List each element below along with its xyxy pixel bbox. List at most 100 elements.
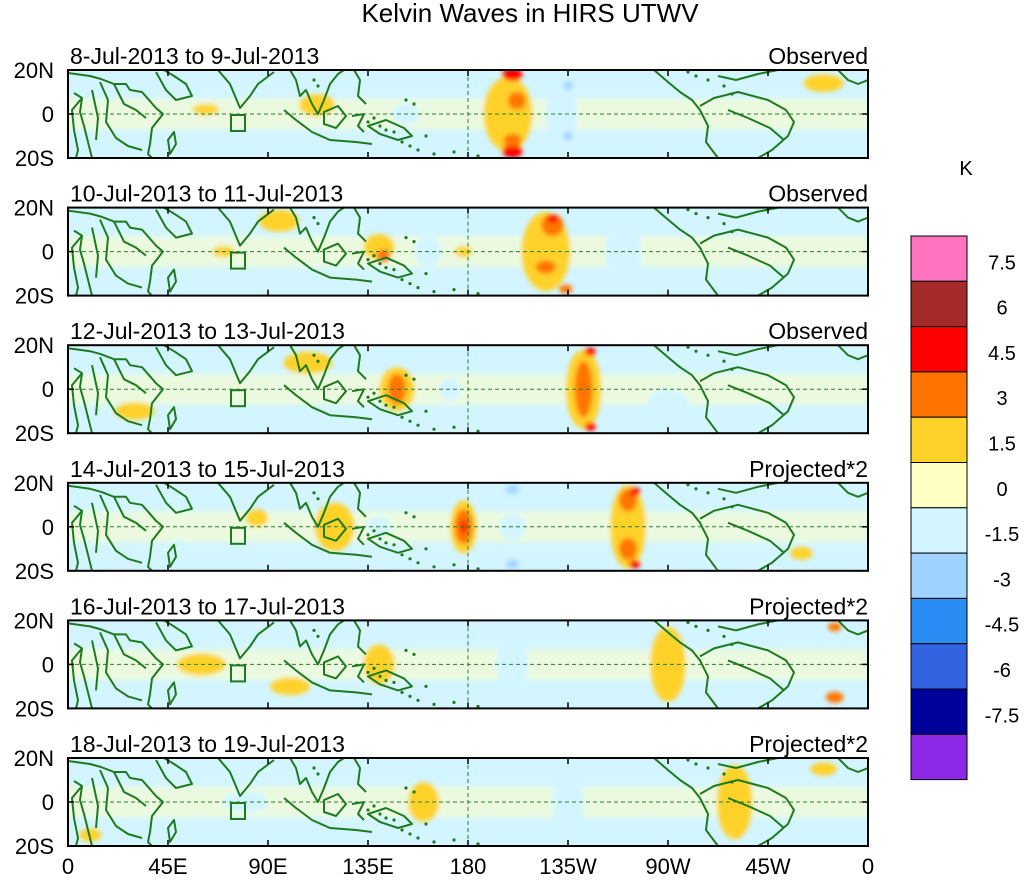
anomaly-blob <box>508 92 526 110</box>
y-tick-label: 20N <box>14 471 54 496</box>
panel-2: 20N 0 20S 10-Jul-2013 to 11-Jul-2013 Observe… <box>14 181 869 309</box>
colorbar-level: -6 <box>993 660 1011 682</box>
anomaly-blob <box>563 131 573 141</box>
y-tick-label: 0 <box>42 652 54 677</box>
x-tick-label: 135W <box>539 854 597 879</box>
colorbar-swatch <box>910 235 968 282</box>
panel-4: 20N 0 20S 14-Jul-2013 to 15-Jul-2013 Project… <box>14 456 869 584</box>
colorbar-boxes <box>910 235 968 781</box>
y-tick-label: 20N <box>14 746 54 771</box>
colorbar-level: 6 <box>996 298 1007 320</box>
anomaly-blob <box>563 81 573 90</box>
region-box <box>230 526 246 545</box>
x-tick-label: 135E <box>342 854 393 879</box>
y-tick-label: 20S <box>15 834 54 859</box>
anomaly-blob <box>270 677 311 696</box>
panel-1: 20N 0 20S 8-Jul-2013 to 9-Jul-2013 Observed <box>14 43 869 171</box>
colorbar-labels: 7.5 6 4.5 3 1.5 0 -1.5 -3 -4.5 -6 -7.5 <box>985 252 1019 727</box>
colorbar-swatch <box>910 462 968 509</box>
x-tick-label: 45E <box>148 854 187 879</box>
colorbar-level: -7.5 <box>985 705 1019 727</box>
anomaly-blob <box>803 74 844 92</box>
anomaly-blob <box>503 133 522 147</box>
anomaly-blob <box>535 260 556 274</box>
y-tick-label: 20S <box>15 284 54 309</box>
y-tick-label: 0 <box>42 515 54 540</box>
panel-label: Projected*2 <box>749 731 868 757</box>
region-box <box>230 664 246 683</box>
y-tick-label: 20S <box>15 146 54 171</box>
anomaly-blob <box>502 144 523 158</box>
panel-date-range: 14-Jul-2013 to 15-Jul-2013 <box>70 456 345 482</box>
colorbar-level: 0 <box>996 479 1007 501</box>
colorbar-swatch <box>910 326 968 373</box>
anomaly-blob <box>574 360 593 418</box>
anomaly-blob <box>584 347 596 357</box>
region-box <box>230 802 246 820</box>
panel-date-range: 10-Jul-2013 to 11-Jul-2013 <box>70 181 343 207</box>
colorbar-level: 3 <box>996 388 1007 410</box>
panel-label: Projected*2 <box>749 593 868 619</box>
anomaly-blob <box>559 284 573 294</box>
panel-label: Observed <box>768 43 868 69</box>
panel-6: 20N 0 20S 18-Jul-2013 to 19-Jul-2013 Project… <box>14 731 869 859</box>
y-tick-label: 20S <box>15 421 54 446</box>
panel-3: 20N 0 20S 12-Jul-2013 to 13-Jul-2013 Observe… <box>14 318 869 446</box>
anomaly-blob <box>648 389 688 416</box>
anomaly-blob <box>505 485 520 494</box>
colorbar-swatch <box>910 552 968 599</box>
y-tick-label: 20N <box>14 196 54 221</box>
panel-label: Observed <box>768 181 868 207</box>
figure-title: Kelvin Waves in HIRS UTWV <box>361 0 699 28</box>
y-tick-label: 0 <box>42 377 54 402</box>
x-tick-label: 90W <box>645 854 690 879</box>
anomaly-blob <box>619 537 637 560</box>
anomaly-blob <box>810 762 837 776</box>
y-tick-label: 0 <box>42 790 54 815</box>
region-box <box>230 251 246 270</box>
colorbar-swatch <box>910 507 968 554</box>
colorbar-level: 7.5 <box>988 252 1016 274</box>
anomaly-blob <box>388 373 406 405</box>
anomaly-blob <box>502 70 523 81</box>
colorbar-swatch <box>910 688 968 735</box>
anomaly-blob <box>439 378 462 401</box>
colorbar: K 7.5 6 4.5 3 1.5 0 -1.5 -3 -4.5 -6 -7.5 <box>910 158 1019 781</box>
x-tick-label: 0 <box>862 854 874 879</box>
panel-5: 20N 0 20S 16-Jul-2013 to 17-Jul-2013 Project… <box>14 593 869 721</box>
y-tick-label: 20S <box>15 559 54 584</box>
colorbar-swatch <box>910 597 968 645</box>
anomaly-blob <box>245 509 268 527</box>
panel-date-range: 12-Jul-2013 to 13-Jul-2013 <box>70 318 345 344</box>
colorbar-level: -4.5 <box>985 615 1019 637</box>
colorbar-swatch <box>910 280 968 328</box>
colorbar-swatch <box>910 371 968 418</box>
x-tick-label: 90E <box>248 854 287 879</box>
region-box <box>230 114 246 132</box>
colorbar-level: -1.5 <box>985 524 1019 546</box>
y-tick-label: 20N <box>14 333 54 358</box>
y-tick-label: 20N <box>14 608 54 633</box>
colorbar-swatch <box>910 643 968 690</box>
y-tick-label: 20S <box>15 696 54 721</box>
panel-date-range: 18-Jul-2013 to 19-Jul-2013 <box>70 731 345 757</box>
x-tick-label: 45W <box>745 854 790 879</box>
anomaly-blob <box>192 104 220 116</box>
y-tick-label: 0 <box>42 240 54 265</box>
x-tick-label: 0 <box>62 854 74 879</box>
anomaly-blob <box>629 559 641 569</box>
colorbar-level: -3 <box>993 569 1011 591</box>
anomaly-blob <box>259 209 300 232</box>
panel-label: Observed <box>768 318 868 344</box>
anomaly-blob <box>546 214 558 223</box>
panel-date-range: 16-Jul-2013 to 17-Jul-2013 <box>70 593 345 619</box>
panel-label: Projected*2 <box>749 456 868 482</box>
region-box <box>230 389 246 408</box>
anomaly-blob <box>790 546 813 560</box>
panel-date-range: 8-Jul-2013 to 9-Jul-2013 <box>70 43 319 69</box>
colorbar-level: 4.5 <box>988 343 1016 365</box>
colorbar-level: 1.5 <box>988 434 1016 456</box>
anomaly-blob <box>505 559 520 569</box>
